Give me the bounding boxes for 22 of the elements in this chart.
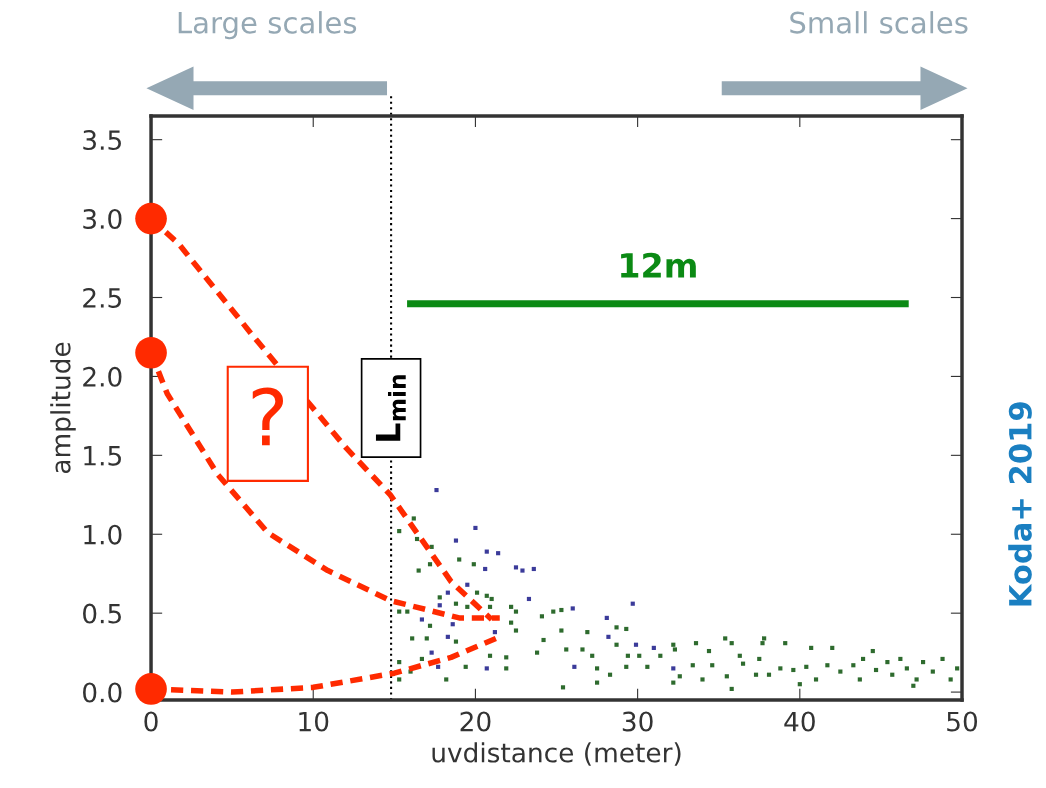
ref-line-label: L$_{min}$ xyxy=(375,375,406,441)
x-tick-label: 30 xyxy=(622,711,653,732)
y-tick-label: 1.5 xyxy=(84,446,121,466)
annotation: ? xyxy=(252,387,284,446)
y-axis-title: amplitude xyxy=(50,342,76,474)
x-tick-label: 20 xyxy=(460,711,491,732)
y-tick-label: 3.0 xyxy=(83,209,122,229)
y-tick-label: 2.5 xyxy=(83,287,121,308)
x-tick-label: 10 xyxy=(299,711,329,732)
text: Small scales xyxy=(790,11,968,34)
y-tick-label: 0.5 xyxy=(83,603,121,624)
text: Koda+ 2019 xyxy=(1008,402,1032,606)
y-tick-label: 2.0 xyxy=(83,366,122,387)
series-label: 12m xyxy=(621,252,696,278)
x-tick-label: 0 xyxy=(144,711,158,732)
text: Large scales xyxy=(178,11,357,40)
y-tick-label: 3.5 xyxy=(83,130,121,151)
x-tick-label: 50 xyxy=(947,711,978,732)
y-tick-label: 0.0 xyxy=(83,682,122,703)
x-axis-title: uvdistance (meter) xyxy=(432,742,681,766)
y-tick-label: 1.0 xyxy=(84,524,122,545)
x-tick-label: 40 xyxy=(784,711,815,732)
